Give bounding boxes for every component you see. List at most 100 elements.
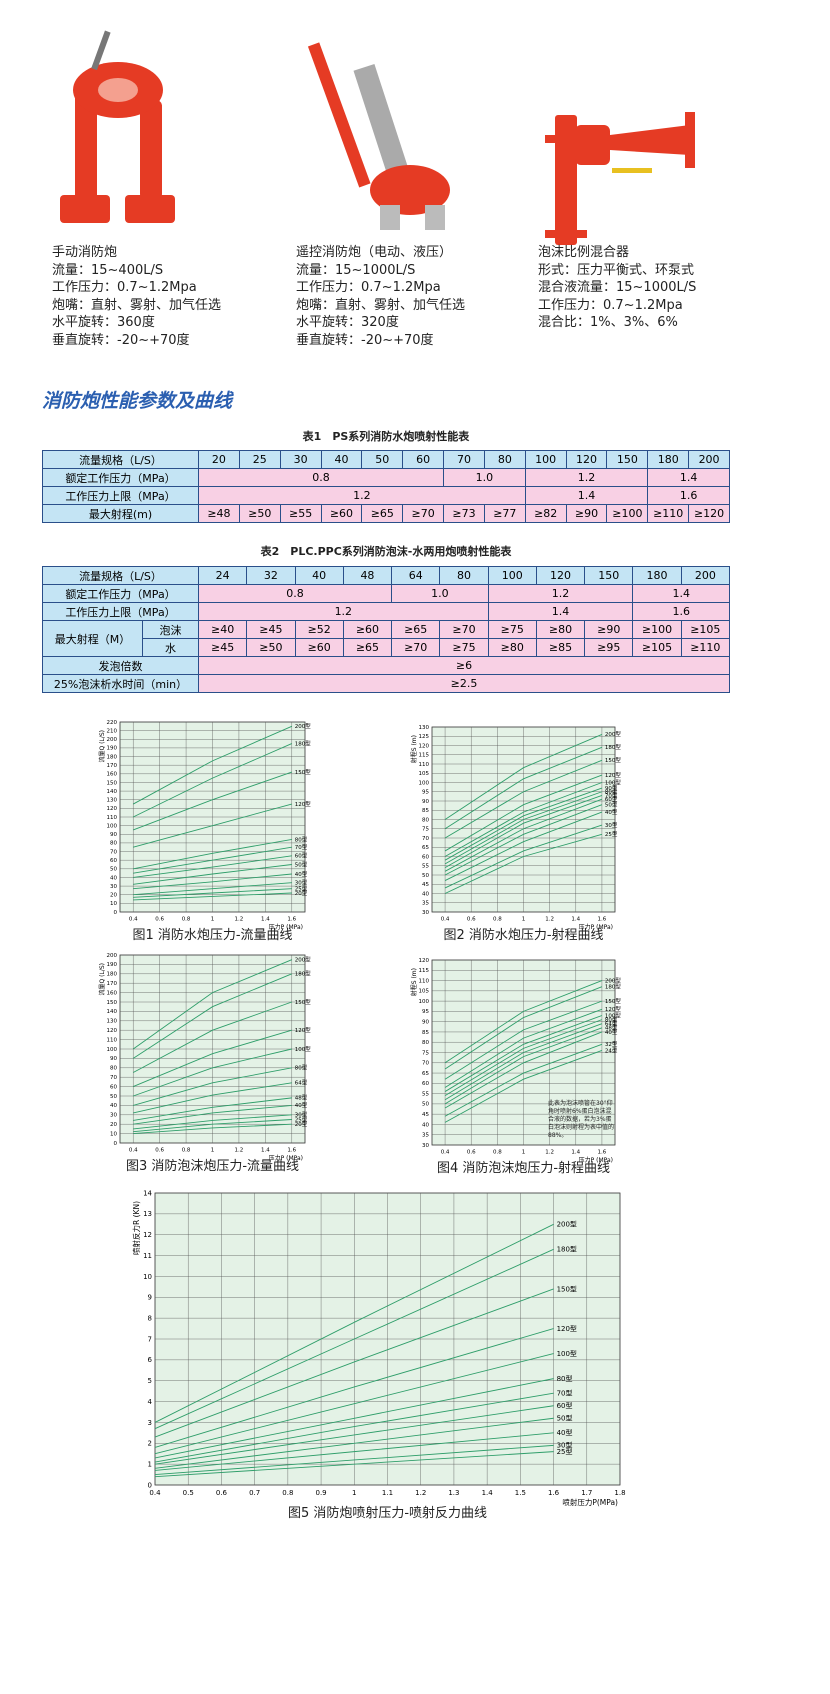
table-cell: 180 — [647, 450, 690, 469]
y-tick-label: 45 — [422, 1112, 429, 1118]
product-text: 泡沫比例混合器 形式：压力平衡式、环泵式 混合液流量：15~1000L/S 工作压力：… — [538, 244, 696, 332]
y-tick-label: 70 — [422, 836, 429, 842]
product-spec: 工作压力：0.7~1.2Mpa — [52, 280, 197, 295]
product-spec: 工作压力：0.7~1.2Mpa — [538, 297, 683, 313]
y-tick-label: 100 — [419, 999, 430, 1005]
curve-label: 200型 — [295, 956, 311, 964]
y-tick-label: 60 — [422, 1081, 429, 1087]
curve — [444, 791, 603, 865]
curve — [133, 1048, 292, 1097]
y-tick-label: 150 — [107, 1000, 118, 1006]
curve — [154, 1353, 554, 1455]
curve — [154, 1248, 554, 1430]
x-tick-label: 0.8 — [182, 1148, 191, 1154]
y-tick-label: 14 — [143, 1189, 152, 1197]
table-cell: ≥65 — [361, 504, 404, 523]
y-tick-label: 170 — [107, 763, 118, 769]
curve — [133, 771, 292, 831]
product-spec: 流量：15~400L/S — [52, 262, 164, 278]
y-tick-label: 60 — [110, 858, 117, 864]
curve — [133, 882, 292, 896]
table-row: 25%泡沫析水时间（min） ≥2.5 — [41, 674, 730, 693]
y-tick-label: 190 — [107, 962, 118, 968]
curve — [444, 1050, 603, 1123]
y-tick-label: 200 — [107, 953, 118, 959]
table-cell: 1.2 — [524, 468, 649, 487]
y-tick-label: 95 — [422, 1009, 429, 1015]
table-row: 额定工作压力（MPa） 0.8 1.0 1.2 1.4 — [42, 468, 730, 487]
table-cell: 100 — [487, 566, 537, 585]
curve-label: 60型 — [295, 852, 308, 860]
product-spec: 水平旋转：320度 — [296, 315, 399, 330]
y-tick-label: 130 — [107, 798, 118, 804]
table-cell: ≥2.5 — [198, 674, 730, 693]
y-tick-label: 110 — [107, 815, 118, 821]
curve — [133, 743, 292, 818]
x-tick-label: 1.6 — [548, 1489, 560, 1497]
y-tick-label: 100 — [419, 780, 430, 786]
product-image — [545, 112, 695, 245]
curve-label: 64型 — [605, 1020, 618, 1028]
table-cell: 50 — [361, 450, 404, 469]
table-cell: 120 — [565, 450, 608, 469]
table-cell: ≥60 — [342, 620, 393, 639]
row-label: 发泡倍数 — [41, 656, 200, 675]
table-cell: 0.8 — [197, 468, 445, 487]
table-cell: ≥77 — [483, 504, 526, 523]
y-tick-label: 55 — [422, 864, 429, 870]
table-cell: 150 — [584, 566, 634, 585]
table-cell: ≥60 — [320, 504, 363, 523]
table-cell: ≥70 — [439, 620, 489, 639]
x-tick-label: 1.6 — [598, 1150, 607, 1156]
x-tick-label: 1.4 — [261, 1148, 270, 1154]
curve-label: 90型 — [605, 784, 618, 792]
curve — [154, 1417, 554, 1469]
curve-label: 180型 — [605, 743, 621, 751]
y-tick-label: 120 — [419, 743, 430, 749]
y-tick-label: 180 — [107, 972, 118, 978]
curve-label: 20型 — [295, 889, 308, 897]
table-cell: 1.0 — [443, 468, 526, 487]
curve-label: 100型 — [605, 1011, 621, 1019]
curve-label: 150型 — [295, 768, 311, 776]
table-cell: ≥65 — [391, 620, 441, 639]
product-spec: 混合比：1%、3%、6% — [538, 315, 678, 330]
curve — [444, 1019, 603, 1097]
curve — [444, 804, 603, 876]
x-axis-label: 压力P (MPa) — [269, 923, 303, 931]
x-tick-label: 0.9 — [316, 1489, 327, 1497]
product-text: 手动消防炮 流量：15~400L/S 工作压力：0.7~1.2Mpa 炮嘴：直射、雾射… — [52, 244, 221, 349]
curve-label: 30型 — [557, 1441, 573, 1450]
table-cell: 150 — [606, 450, 649, 469]
y-tick-label: 115 — [419, 968, 430, 974]
table-cell: ≥110 — [647, 504, 690, 523]
y-axis-label: 流量Q (L/S) — [98, 963, 106, 996]
table-cell: ≥73 — [443, 504, 485, 523]
y-tick-label: 50 — [110, 867, 117, 873]
y-tick-label: 35 — [422, 1133, 429, 1139]
curve — [133, 1097, 292, 1121]
curve — [154, 1405, 554, 1465]
table-cell: ≥90 — [584, 620, 634, 639]
curve-label: 40型 — [605, 1028, 618, 1036]
x-tick-label: 1.2 — [235, 1148, 244, 1154]
y-tick-label: 160 — [107, 990, 118, 996]
curve — [444, 833, 603, 894]
table-cell: 1.6 — [647, 486, 730, 505]
y-tick-label: 140 — [107, 789, 118, 795]
x-tick-label: 1.4 — [571, 1150, 580, 1156]
table-cell: 200 — [688, 450, 730, 469]
curve-label: 32型 — [605, 1040, 618, 1048]
table-cell: ≥100 — [632, 620, 682, 639]
table-cell: 20 — [198, 450, 240, 469]
table-caption: 表2 PLC.PPC系列消防泡沫-水两用炮喷射性能表 — [260, 545, 512, 558]
curve-label: 80型 — [295, 1064, 308, 1072]
y-tick-label: 110 — [107, 1037, 118, 1043]
y-tick-label: 130 — [419, 725, 430, 731]
figure-caption: 图2 消防水炮压力-射程曲线 — [443, 927, 603, 943]
table-cell: ≥105 — [680, 620, 731, 639]
row-label: 额定工作压力（MPa） — [41, 584, 200, 603]
table-cell: ≥50 — [246, 638, 296, 657]
table-cell: ≥50 — [238, 504, 281, 523]
y-tick-label: 4 — [148, 1398, 153, 1406]
